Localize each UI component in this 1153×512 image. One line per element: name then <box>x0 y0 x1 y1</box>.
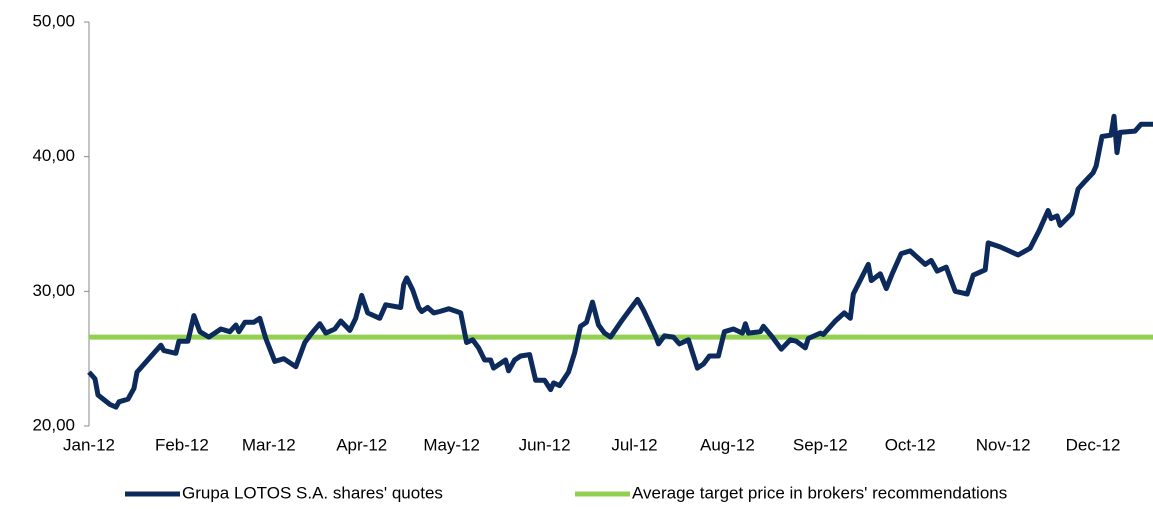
x-tick-label: Jul-12 <box>611 435 657 454</box>
x-tick-label: Jun-12 <box>519 435 571 454</box>
x-tick-label: Jan-12 <box>63 435 115 454</box>
x-tick-label: Oct-12 <box>885 435 936 454</box>
x-tick-label: Apr-12 <box>336 435 387 454</box>
y-tick-label: 50,00 <box>32 11 75 30</box>
x-tick-label: Dec-12 <box>1066 435 1121 454</box>
x-tick-label: Nov-12 <box>976 435 1031 454</box>
y-tick-label: 40,00 <box>32 146 75 165</box>
y-tick-label: 30,00 <box>32 281 75 300</box>
x-tick-label: May-12 <box>423 435 480 454</box>
legend-label: Average target price in brokers' recomme… <box>632 483 1007 502</box>
x-tick-label: Feb-12 <box>155 435 209 454</box>
y-tick-label: 20,00 <box>32 415 75 434</box>
x-tick-label: Mar-12 <box>242 435 296 454</box>
legend-label: Grupa LOTOS S.A. shares' quotes <box>182 483 443 502</box>
x-tick-label: Sep-12 <box>793 435 848 454</box>
line-series <box>87 113 1153 410</box>
x-tick-label: Aug-12 <box>700 435 755 454</box>
